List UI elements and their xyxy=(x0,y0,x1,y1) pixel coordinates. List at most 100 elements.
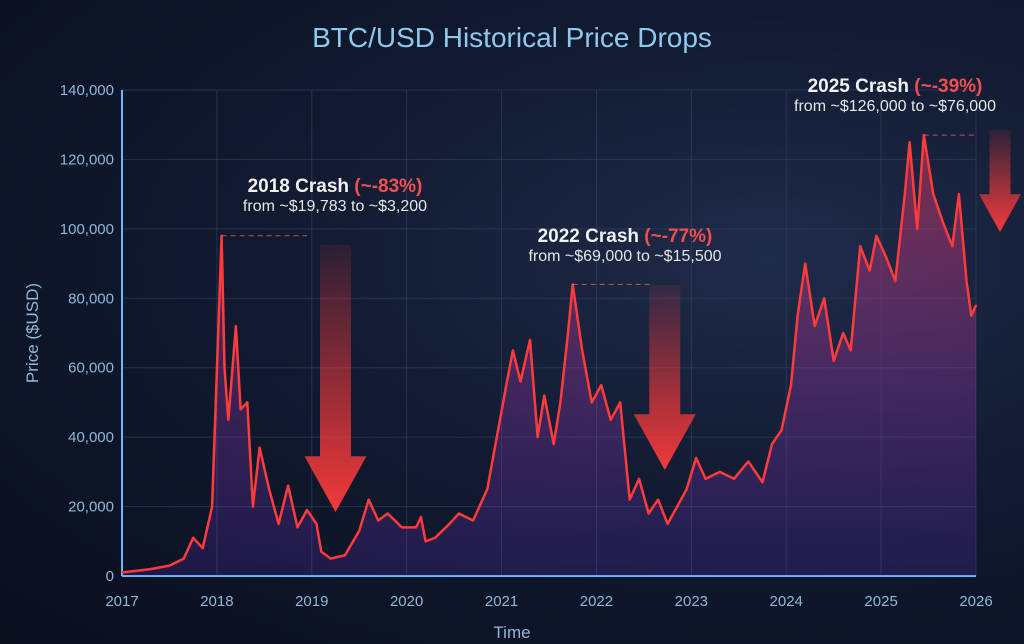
x-tick-label: 2023 xyxy=(675,593,708,610)
data-point xyxy=(638,478,640,480)
data-point xyxy=(252,505,254,508)
data-point xyxy=(448,523,451,525)
y-tick-label: 80,000 xyxy=(68,290,114,307)
data-point xyxy=(666,523,669,525)
down-arrow-icon xyxy=(633,285,696,470)
data-point xyxy=(246,401,249,404)
annotation-title: 2025 Crash xyxy=(807,76,909,97)
data-point xyxy=(609,418,612,421)
y-tick-label: 100,000 xyxy=(60,221,114,238)
data-point xyxy=(813,325,816,327)
data-point xyxy=(223,366,226,369)
data-point xyxy=(424,540,427,543)
data-point xyxy=(287,484,289,487)
data-point xyxy=(258,446,261,449)
data-point xyxy=(771,443,773,445)
data-point xyxy=(543,394,546,397)
down-arrow-icon xyxy=(304,245,367,512)
data-point xyxy=(296,526,299,529)
data-point xyxy=(377,519,380,522)
annotation-2022: 2022 Crash (~-77%) from ~$69,000 to ~$15… xyxy=(500,226,750,266)
data-point xyxy=(329,557,332,560)
data-point xyxy=(401,526,403,529)
data-point xyxy=(970,314,973,317)
data-point xyxy=(894,280,897,282)
data-point xyxy=(904,193,906,195)
data-point xyxy=(823,297,825,300)
data-point xyxy=(536,436,539,438)
data-point xyxy=(529,339,531,341)
data-point xyxy=(149,568,152,570)
data-point xyxy=(358,530,361,532)
data-point xyxy=(121,571,123,574)
x-axis-label: Time xyxy=(493,623,530,642)
x-tick-label: 2020 xyxy=(390,593,423,610)
data-point xyxy=(975,304,977,307)
data-point xyxy=(719,471,721,473)
data-point xyxy=(472,519,474,522)
data-point xyxy=(704,478,707,480)
data-point xyxy=(685,488,688,491)
data-point xyxy=(486,488,489,491)
data-point xyxy=(747,460,750,463)
series-line-btc-usd xyxy=(121,133,978,574)
x-tick-label: 2018 xyxy=(200,593,233,610)
data-point xyxy=(932,193,935,195)
data-point xyxy=(168,564,171,567)
annotation-detail: from ~$19,783 to ~$3,200 xyxy=(242,198,428,215)
data-point xyxy=(581,349,584,352)
y-tick-label: 60,000 xyxy=(68,360,114,377)
data-point xyxy=(780,429,783,432)
data-point xyxy=(916,228,918,230)
data-point xyxy=(434,537,436,539)
data-point xyxy=(619,401,621,404)
data-point xyxy=(559,401,562,404)
data-point xyxy=(235,325,237,327)
data-point xyxy=(182,557,185,560)
data-point xyxy=(420,516,422,518)
data-point xyxy=(320,550,323,553)
data-point xyxy=(958,193,960,195)
x-tick-label: 2025 xyxy=(864,593,897,610)
x-tick-label: 2017 xyxy=(105,593,138,610)
annotation-title: 2022 Crash xyxy=(537,226,639,247)
data-point xyxy=(647,512,650,515)
data-point xyxy=(868,269,871,272)
data-point xyxy=(512,349,514,352)
data-point xyxy=(315,523,318,525)
y-tick-label: 140,000 xyxy=(60,82,114,99)
data-point xyxy=(277,523,280,525)
data-point xyxy=(832,359,835,362)
down-arrow-icon xyxy=(979,130,1021,232)
data-point xyxy=(415,526,417,529)
data-point xyxy=(306,509,308,511)
x-tick-label: 2019 xyxy=(295,593,328,610)
data-point xyxy=(590,401,593,404)
data-point xyxy=(192,537,194,539)
annotation-pct: (~-39%) xyxy=(914,76,983,97)
data-point xyxy=(965,280,968,282)
data-point xyxy=(695,457,697,459)
x-tick-label: 2026 xyxy=(959,593,992,610)
data-point xyxy=(344,554,346,556)
data-point xyxy=(885,255,887,258)
data-point xyxy=(796,314,799,317)
data-point xyxy=(496,436,498,438)
data-point xyxy=(227,418,230,421)
y-tick-label: 0 xyxy=(106,568,114,585)
data-point xyxy=(859,245,862,248)
y-tick-label: 120,000 xyxy=(60,151,114,168)
data-point xyxy=(908,141,911,143)
data-point xyxy=(849,349,852,352)
data-point xyxy=(386,512,389,515)
y-axis-label: Price ($USD) xyxy=(23,283,42,383)
annotation-detail: from ~$69,000 to ~$15,500 xyxy=(528,248,722,265)
data-point xyxy=(600,384,602,386)
data-point xyxy=(239,408,242,411)
data-point xyxy=(567,332,569,334)
data-point xyxy=(552,443,555,445)
annotation-detail: from ~$126,000 to ~$76,000 xyxy=(794,98,996,115)
chart-title: BTC/USD Historical Price Drops xyxy=(312,22,712,53)
data-point xyxy=(505,384,508,386)
